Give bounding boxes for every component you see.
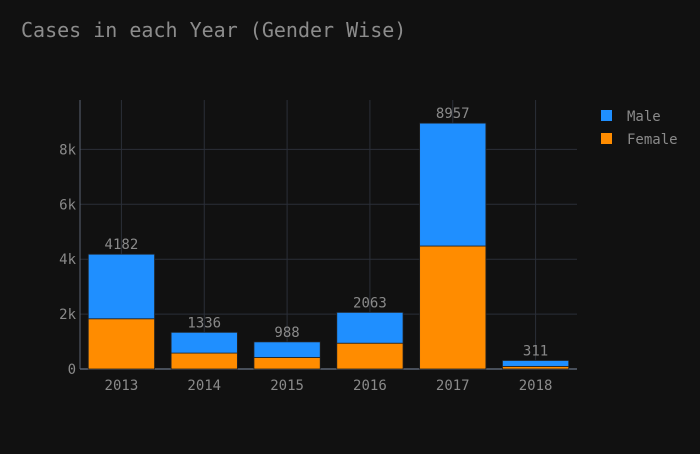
x-tick-label: 2018 — [519, 378, 553, 394]
chart-title: Cases in each Year (Gender Wise) — [21, 18, 406, 42]
bar-male-2018[interactable] — [502, 360, 568, 366]
x-tick-label: 2013 — [105, 378, 139, 394]
bar-male-2017[interactable] — [420, 123, 486, 246]
bar-female-2015[interactable] — [254, 357, 320, 369]
total-label-2014: 1336 — [187, 315, 221, 331]
total-label-2016: 2063 — [353, 295, 387, 311]
bar-female-2013[interactable] — [88, 319, 154, 369]
y-tick-label: 2k — [59, 307, 76, 323]
x-tick-label: 2015 — [270, 378, 304, 394]
x-tick-label: 2017 — [436, 378, 470, 394]
total-label-2018: 311 — [523, 343, 548, 359]
bar-female-2016[interactable] — [337, 343, 403, 369]
legend-label: Male — [627, 109, 661, 125]
legend-swatch — [601, 110, 612, 121]
x-tick-label: 2014 — [187, 378, 221, 394]
y-tick-label: 6k — [59, 197, 76, 213]
legend-label: Female — [627, 132, 678, 148]
bar-female-2014[interactable] — [171, 353, 237, 369]
x-tick-label: 2016 — [353, 378, 387, 394]
total-label-2015: 988 — [274, 325, 299, 341]
y-tick-label: 8k — [59, 142, 76, 158]
total-label-2017: 8957 — [436, 106, 470, 122]
bar-male-2015[interactable] — [254, 342, 320, 358]
bar-male-2016[interactable] — [337, 312, 403, 343]
y-tick-label: 4k — [59, 252, 76, 268]
bar-female-2017[interactable] — [420, 246, 486, 369]
bar-male-2013[interactable] — [88, 254, 154, 319]
total-label-2013: 4182 — [105, 237, 139, 253]
legend-swatch — [601, 133, 612, 144]
y-tick-label: 0 — [68, 362, 76, 378]
bar-male-2014[interactable] — [171, 332, 237, 353]
